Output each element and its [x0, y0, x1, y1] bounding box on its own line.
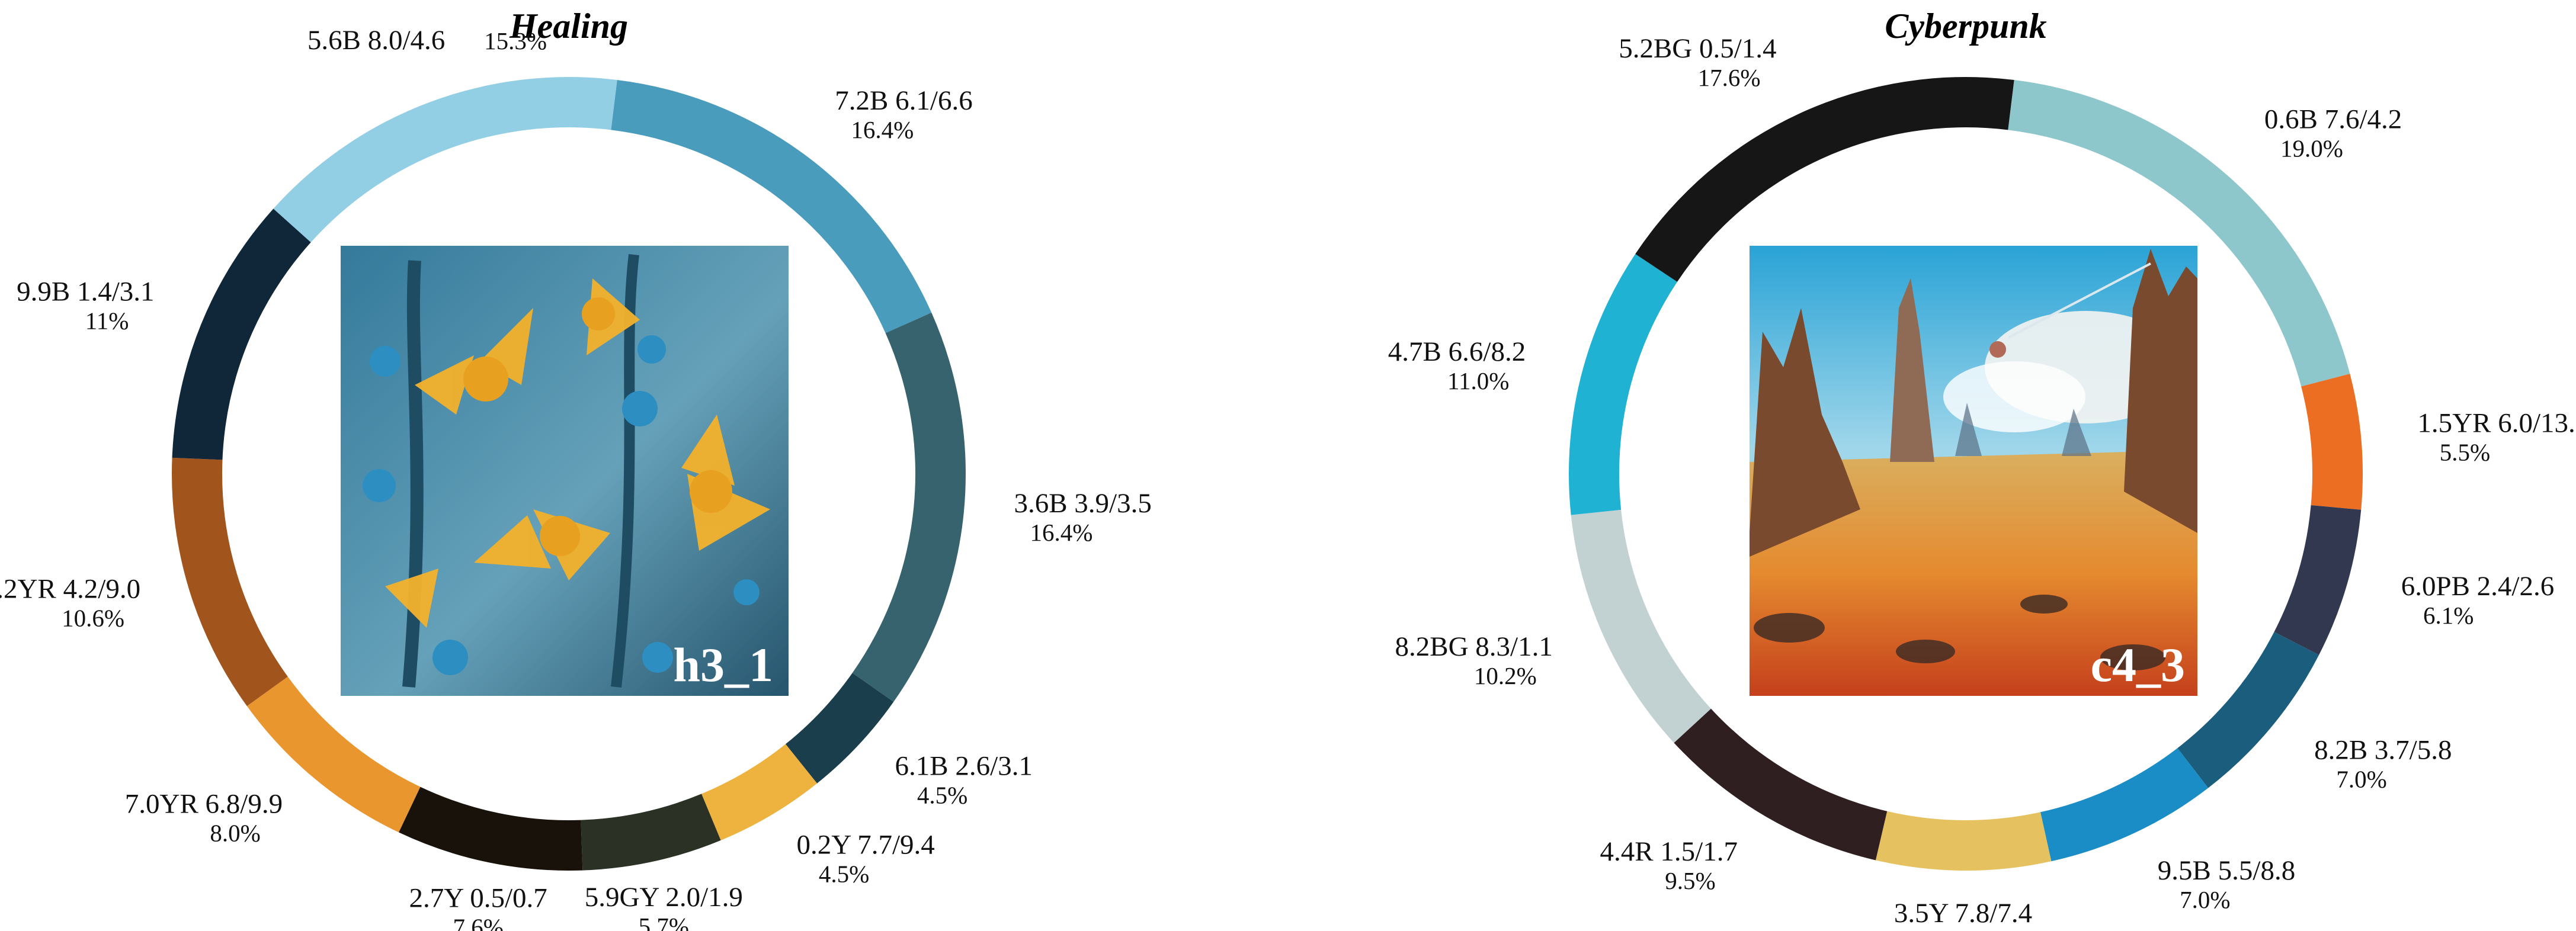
slice-labels: 7.2B 6.1/6.616.4%3.6B 3.9/3.516.4%6.1B 2… [0, 25, 1152, 931]
slice-percent: 10.2% [1474, 662, 1537, 689]
donut-chart-healing: Healing [0, 7, 1152, 931]
slice-percent: 5.5% [2440, 438, 2490, 466]
slice-label: 5.2BG 0.5/1.4 [1619, 33, 1776, 64]
center-image: c4_3 [1750, 246, 2197, 696]
donut-slice [171, 457, 288, 707]
slice-percent: 6.1% [2423, 602, 2474, 629]
slice-percent: 4.5% [917, 782, 967, 809]
donut-slice [1674, 708, 1888, 861]
slice-percent: 16.4% [851, 116, 914, 143]
slice-label: 0.6B 7.6/4.2 [2264, 104, 2402, 134]
donut-slice [611, 79, 932, 333]
slice-label: 2.2YR 4.2/9.0 [0, 574, 140, 605]
slice-label: 9.5B 5.5/8.8 [2158, 855, 2295, 886]
slice-percent: 15.3% [484, 27, 547, 54]
slice-labels: 0.6B 7.6/4.219.0% 1.5YR 6.0/13.25.5% 6.0PB… [1388, 33, 2576, 931]
slice-label: 6.1B 2.6/3.1 [895, 751, 1033, 782]
donut-slice [399, 786, 583, 871]
donut-slice [785, 673, 894, 784]
slice-percent: 7.1% [1938, 929, 1988, 931]
donut-slice [1635, 76, 2014, 282]
donut-slice [1571, 509, 1711, 743]
slice-label: 9.9B 1.4/3.1 [17, 277, 154, 307]
slice-percent: 4.5% [819, 861, 869, 888]
donut-slice [2040, 748, 2209, 862]
slice-label: 3.6B 3.9/3.5 [1014, 488, 1151, 519]
slice-label: 5.9GY 2.0/1.9 [585, 882, 743, 913]
donut-slice [2177, 632, 2319, 788]
donut-slice [701, 744, 818, 840]
slice-label: 4.7B 6.6/8.2 [1388, 336, 1526, 367]
image-tag: c4_3 [2091, 638, 2185, 692]
slice-label: 3.5Y 7.8/7.4 [1894, 898, 2032, 929]
donut-slice [2301, 374, 2363, 510]
chart-title: Healing [509, 7, 628, 46]
slice-percent: 11% [85, 307, 129, 335]
image-tag: h3_1 [673, 638, 773, 692]
donut-slice [581, 794, 721, 871]
slice-label: 4.4R 1.5/1.7 [1600, 836, 1738, 867]
slice-label: 7.2B 6.1/6.6 [835, 85, 972, 116]
slice-label: 5.6B 8.0/4.6 [307, 25, 445, 56]
slice-label: 7.0YR 6.8/9.9 [125, 788, 283, 819]
donut-slice [2274, 505, 2362, 655]
slice-percent: 16.4% [1030, 519, 1092, 546]
donut-slice [852, 312, 966, 702]
slice-percent: 19.0% [2280, 134, 2343, 162]
slice-label: 8.2BG 8.3/1.1 [1395, 631, 1553, 662]
slice-label: 8.2B 3.7/5.8 [2314, 734, 2452, 765]
slice-label: 1.5YR 6.0/13.2 [2417, 407, 2576, 438]
slice-percent: 7.0% [2180, 886, 2230, 913]
center-image: h3_1 [341, 246, 789, 696]
donut-chart-cyberpunk: Cyberpunk c4_3 [1388, 7, 2576, 931]
donut-slice [1569, 253, 1677, 515]
donut-slice [273, 77, 617, 243]
slice-percent: 10.6% [62, 605, 124, 632]
donut-ring [1569, 76, 2363, 871]
slice-label: 6.0PB 2.4/2.6 [2401, 571, 2555, 602]
slice-percent: 17.6% [1698, 64, 1761, 91]
slice-percent: 7.0% [2336, 765, 2386, 792]
slice-label: 2.7Y 0.5/0.7 [409, 882, 547, 913]
slice-percent: 8.0% [210, 819, 260, 846]
donut-slice [1875, 811, 2052, 871]
chart-title: Cyberpunk [1885, 7, 2046, 46]
donut-slice [2008, 79, 2350, 387]
donut-slice [172, 208, 311, 460]
donut-slice [246, 676, 421, 833]
slice-percent: 11.0% [1447, 367, 1509, 394]
slice-percent: 5.7% [639, 913, 689, 931]
slice-percent: 7.6% [453, 913, 503, 931]
donut-ring [171, 77, 966, 871]
slice-percent: 9.5% [1665, 867, 1715, 894]
slice-label: 0.2Y 7.7/9.4 [797, 830, 935, 861]
